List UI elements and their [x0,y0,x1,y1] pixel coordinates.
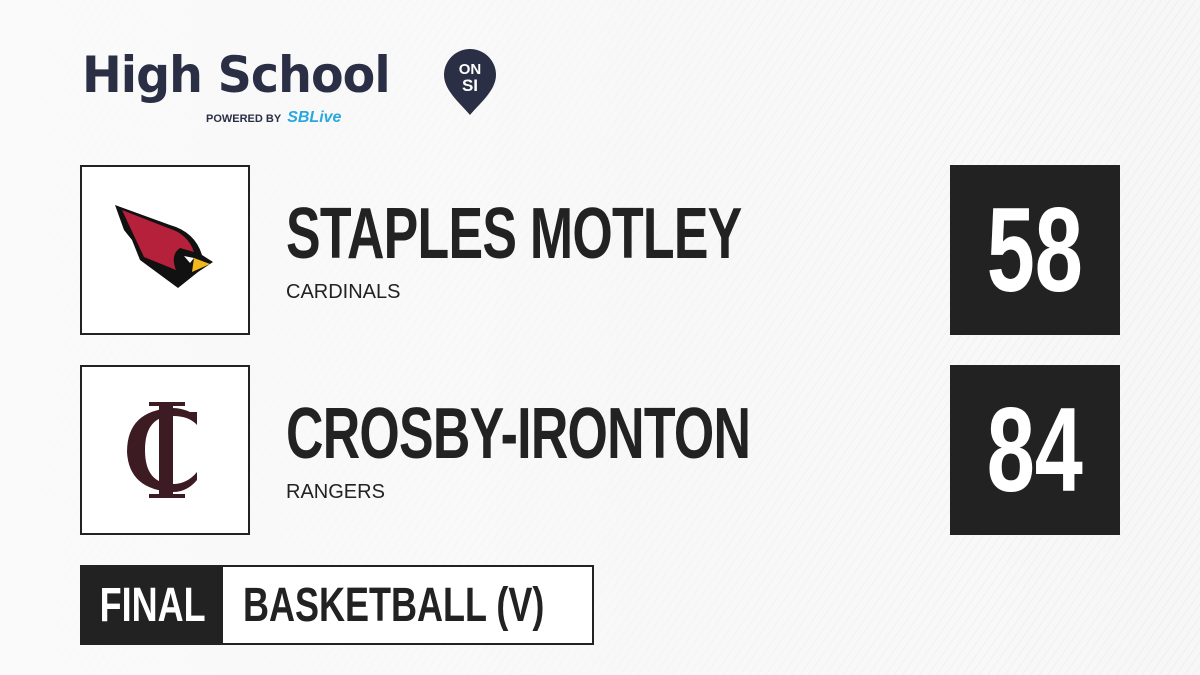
game-status-bar: FINAL BASKETBALL (V) [80,565,594,645]
team1-score: 58 [950,165,1120,335]
svg-text:ON: ON [459,61,482,78]
sblive-logo: SBLive [287,109,342,126]
team2-name: CROSBY-IRONTON [286,394,751,474]
team2-mascot: RANGERS [286,481,385,503]
on-si-pin-icon: ON SI [444,49,496,115]
powered-by: POWERED BY SBLive [206,109,342,126]
team1-name: STAPLES MOTLEY [286,194,742,274]
final-badge: FINAL [82,567,224,643]
team1-mascot: CARDINALS [286,281,401,303]
svg-text:SI: SI [462,76,478,95]
team2-logo [80,365,250,535]
team1-logo [80,165,250,335]
cardinal-icon [115,205,213,288]
team2-score: 84 [950,365,1120,535]
ic-monogram-icon [127,402,197,498]
brand-logo: High School ON SI POWERED BY SBLive [82,45,496,126]
sport-label: BASKETBALL (V) [243,578,545,632]
brand-title: High School [82,46,391,104]
